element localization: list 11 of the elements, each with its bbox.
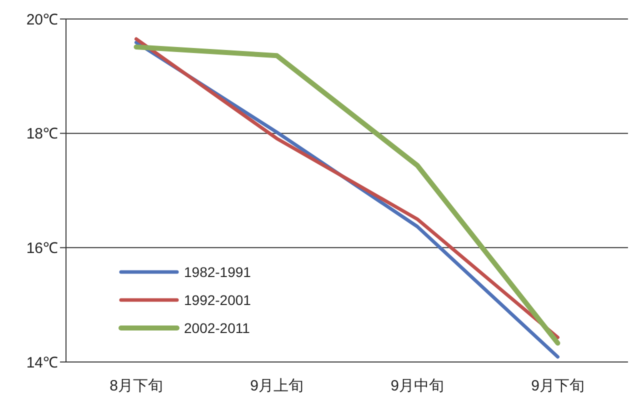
y-tick-label: 20℃ bbox=[26, 11, 58, 28]
y-tick-label: 14℃ bbox=[26, 354, 58, 372]
legend-label: 2002-2011 bbox=[184, 320, 250, 336]
y-tick-label: 16℃ bbox=[26, 240, 58, 257]
legend-label: 1992-2001 bbox=[184, 292, 251, 308]
y-tick-label: 18℃ bbox=[26, 126, 58, 143]
legend-label: 1982-1991 bbox=[184, 264, 251, 280]
x-tick-label: 9月中旬 bbox=[390, 378, 444, 395]
x-tick-label: 9月上旬 bbox=[250, 378, 304, 395]
x-tick-label: 9月下旬 bbox=[531, 378, 584, 395]
x-tick-label: 8月下旬 bbox=[110, 378, 163, 395]
